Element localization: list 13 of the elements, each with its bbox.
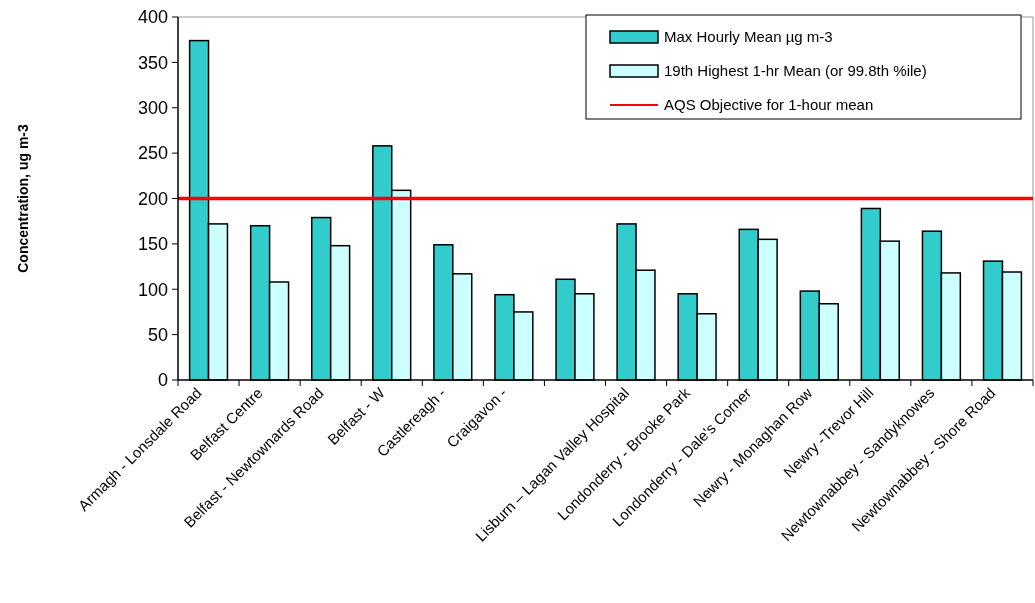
- legend-label: Max Hourly Mean µg m-3: [664, 28, 833, 46]
- y-tick-label: 0: [157, 370, 168, 391]
- legend-label: AQS Objective for 1-hour mean: [664, 96, 874, 114]
- y-tick-label: 400: [137, 7, 168, 28]
- y-tick-label: 200: [137, 188, 168, 209]
- y-axis-title: Concentration, ug m-3: [15, 124, 31, 273]
- legend-label: 19th Highest 1-hr Mean (or 99.8th %ile): [664, 62, 927, 80]
- y-tick-label: 50: [147, 324, 168, 345]
- y-tick-label: 350: [137, 52, 168, 73]
- y-tick-label: 300: [137, 98, 168, 119]
- y-tick-label: 250: [137, 143, 168, 164]
- y-tick-label: 100: [137, 279, 168, 300]
- y-tick-label: 150: [137, 234, 168, 255]
